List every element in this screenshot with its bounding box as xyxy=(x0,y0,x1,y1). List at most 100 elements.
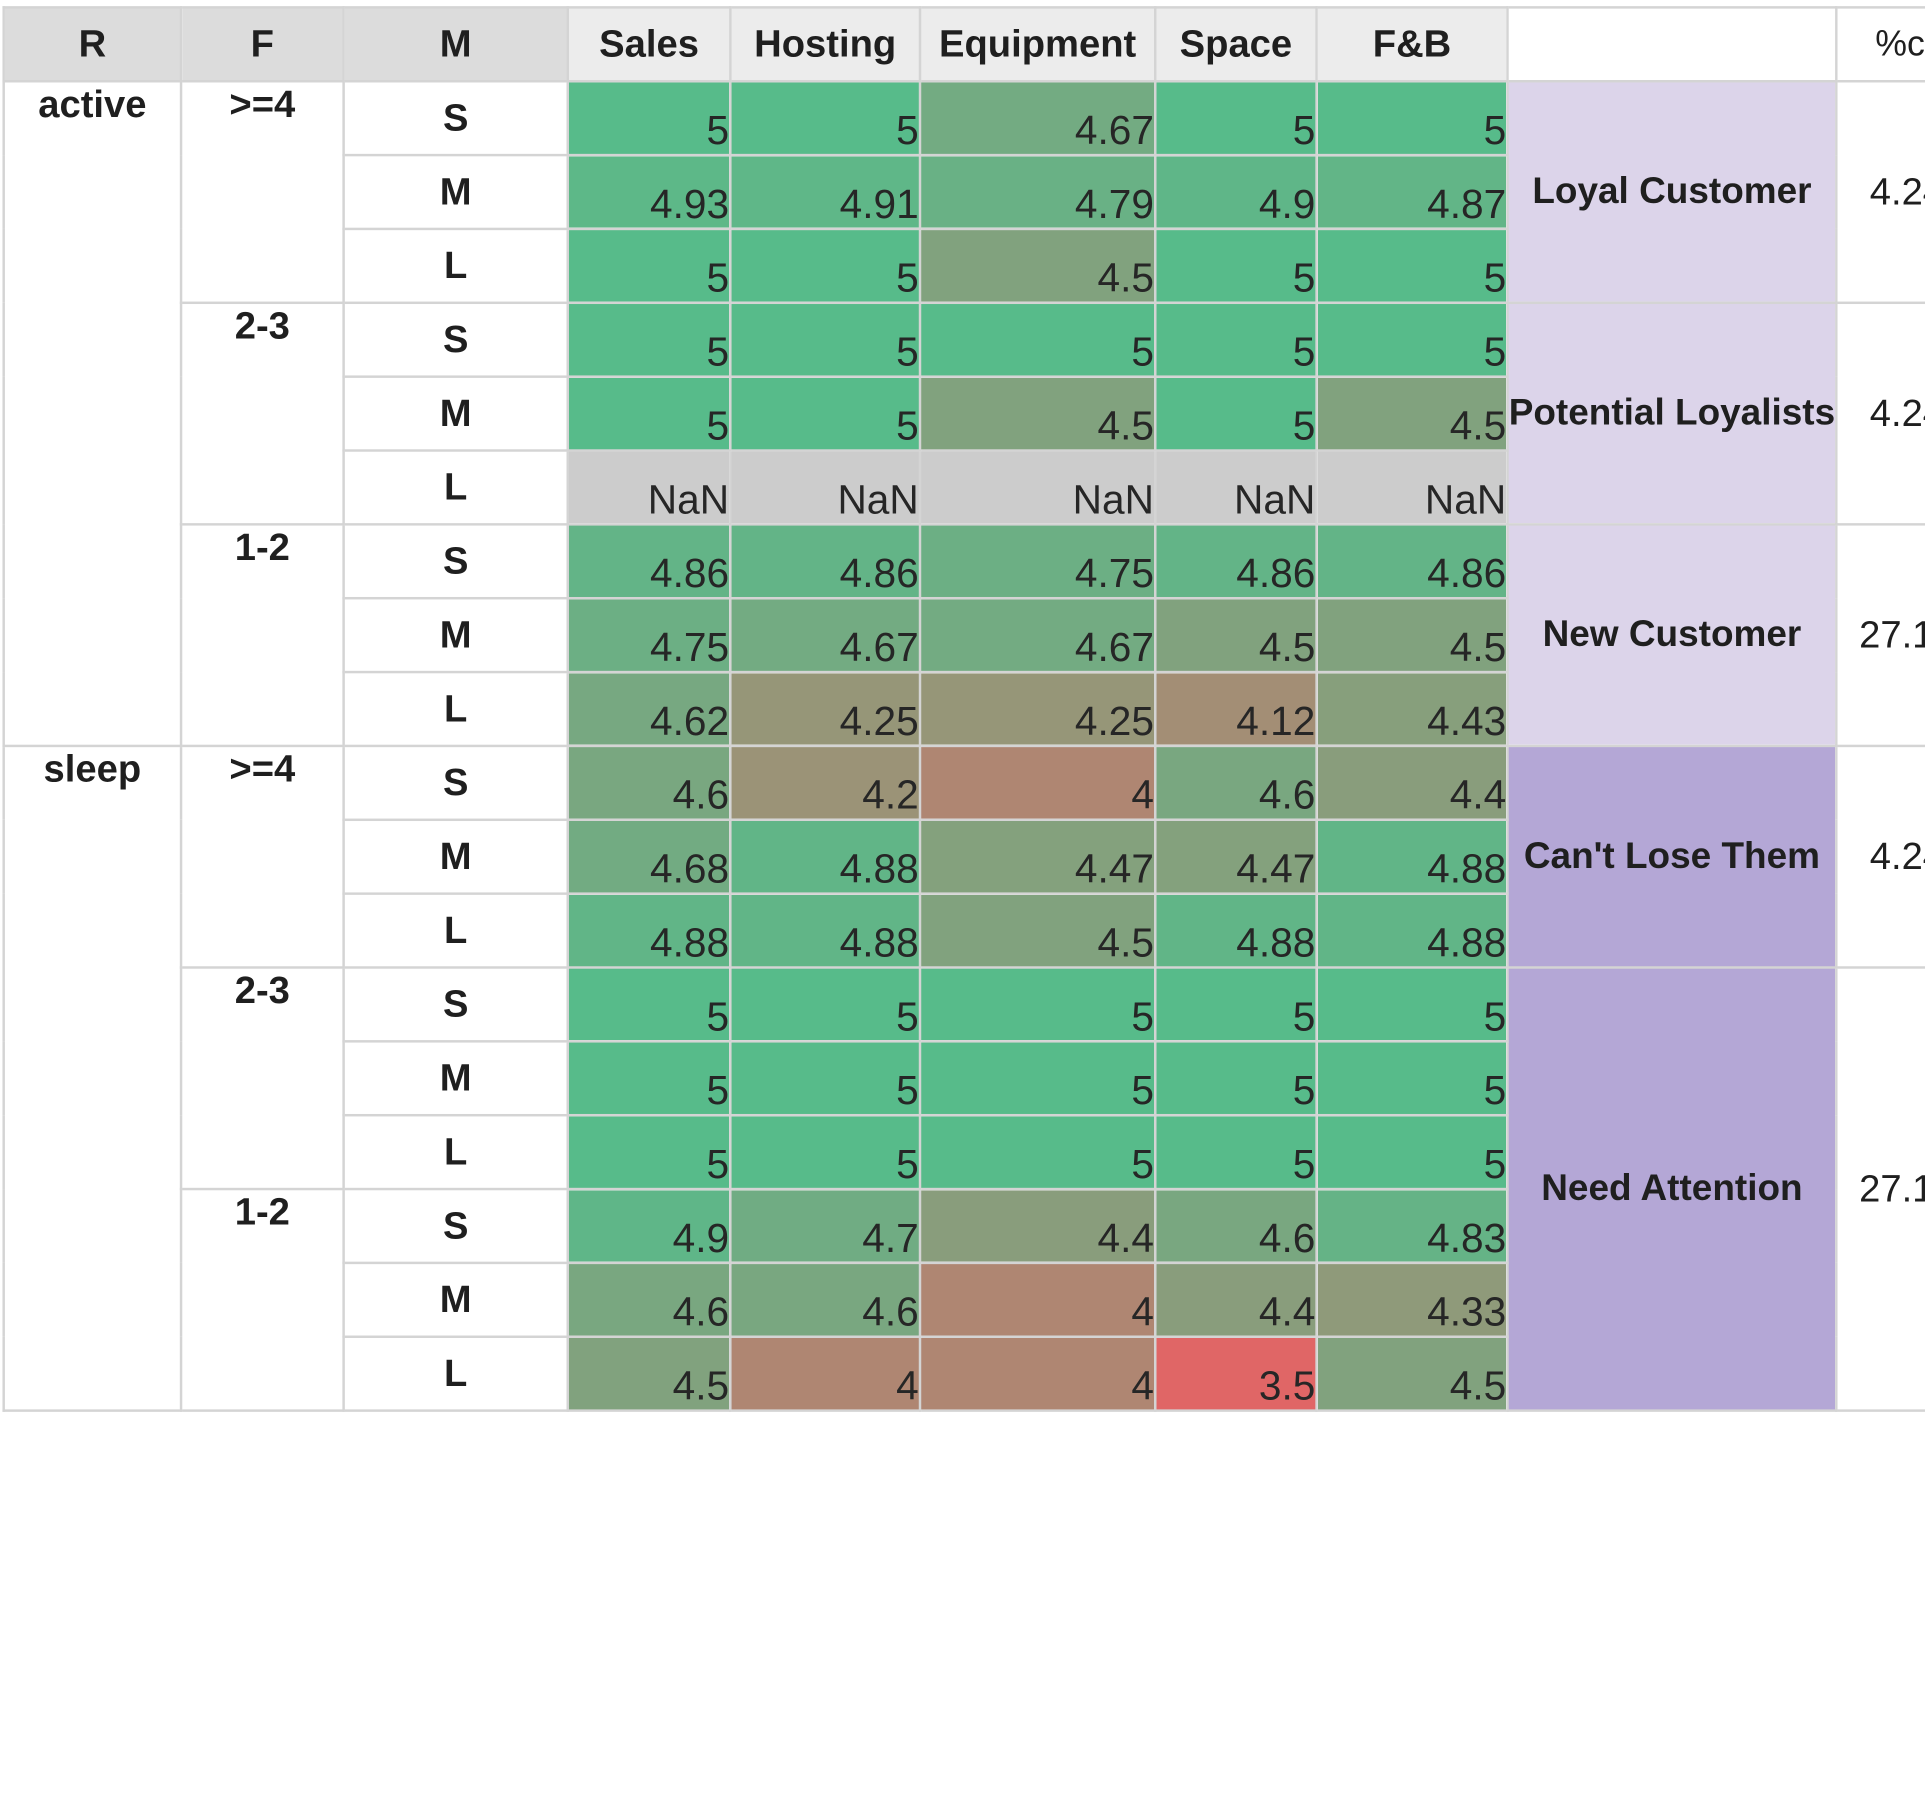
monetary-label: L xyxy=(342,449,569,526)
table-row: sleep >=4 S 4.6 4.2 4 4.6 4.4 Can't Lose Them 4.2… xyxy=(2,744,1925,1412)
heatmap-cell: 5 xyxy=(1154,375,1318,452)
heatmap-cell: 5 xyxy=(729,80,922,157)
segment-label: Can't Lose Them xyxy=(1506,744,1838,969)
table-row: L 4.5 4 4 3.5 4.5 xyxy=(4,1335,1925,1412)
header-hosting: Hosting xyxy=(729,6,922,83)
heatmap-cell: 4.88 xyxy=(729,818,922,895)
heatmap-cell: 5 xyxy=(918,966,1157,1043)
heatmap-cell: 5 xyxy=(729,227,922,305)
heatmap-cell: 4 xyxy=(918,1261,1157,1338)
table-row: M 4.93 4.91 4.79 4.9 4.87 xyxy=(4,153,1925,231)
table-row: 1-2 S 4.9 4.7 4.4 4.6 4.83 xyxy=(4,1187,1925,1412)
heatmap-cell: 4.75 xyxy=(566,596,732,674)
heatmap-cell: 4.88 xyxy=(1154,892,1318,969)
table-row: L 4.62 4.25 4.25 4.12 4.43 xyxy=(4,670,1925,748)
header-equipment: Equipment xyxy=(918,6,1157,83)
heatmap-cell: 4.5 xyxy=(566,1335,732,1412)
heatmap-cell: 4.47 xyxy=(918,818,1157,895)
heatmap-cell: 5 xyxy=(1315,80,1509,157)
header-f: F xyxy=(179,6,345,83)
heatmap-cell: 4.33 xyxy=(1315,1261,1509,1338)
heatmap-cell: 5 xyxy=(1315,966,1509,1043)
heatmap-cell: 4.5 xyxy=(918,227,1157,305)
frequency-label: >=4 xyxy=(179,80,345,305)
monetary-label: S xyxy=(342,301,569,378)
monetary-label: S xyxy=(342,80,569,157)
heatmap-cell: 5 xyxy=(1154,1040,1318,1117)
heatmap-cell: 4.67 xyxy=(729,596,922,674)
monetary-label: M xyxy=(342,596,569,674)
heatmap-cell: 4.67 xyxy=(918,596,1157,674)
heatmap-cell: 4.68 xyxy=(566,818,732,895)
heatmap-cell: 4.5 xyxy=(1315,375,1509,452)
recency-label: active xyxy=(2,80,183,748)
heatmap-cell: 4.6 xyxy=(729,1261,922,1338)
heatmap-cell: NaN xyxy=(566,449,732,526)
heatmap-cell: 4.4 xyxy=(1154,1261,1318,1338)
heatmap-cell: 5 xyxy=(1315,301,1509,378)
heatmap-cell: 4.25 xyxy=(729,670,922,748)
table-row: L 5 5 4.5 5 5 xyxy=(4,227,1925,305)
heatmap-cell: 4.47 xyxy=(1154,818,1318,895)
monetary-label: L xyxy=(342,227,569,305)
monetary-label: S xyxy=(342,1187,569,1265)
segment-percent: 4.24% xyxy=(1835,80,1925,305)
heatmap-cell: 4.87 xyxy=(1315,153,1509,231)
frequency-label: >=4 xyxy=(179,744,345,969)
heatmap-cell: 5 xyxy=(566,375,732,452)
heatmap-cell: 4.86 xyxy=(729,523,922,600)
heatmap-cell: 5 xyxy=(566,1040,732,1117)
monetary-label: S xyxy=(342,523,569,600)
monetary-label: S xyxy=(342,744,569,822)
heatmap-cell: 4.88 xyxy=(729,892,922,969)
header-space: Space xyxy=(1154,6,1318,83)
table-row: M 4.6 4.6 4 4.4 4.33 xyxy=(4,1261,1925,1338)
heatmap-cell: 5 xyxy=(918,1113,1157,1191)
heatmap-cell: 5 xyxy=(729,375,922,452)
heatmap-cell: 5 xyxy=(918,301,1157,378)
heatmap-cell: 5 xyxy=(729,1113,922,1191)
heatmap-cell: 5 xyxy=(729,966,922,1043)
frequency-label: 2-3 xyxy=(179,966,345,1191)
heatmap-cell: 5 xyxy=(1315,1040,1509,1117)
heatmap-cell: 4.5 xyxy=(918,375,1157,452)
segment-percent: 4.24% xyxy=(1835,301,1925,526)
monetary-label: M xyxy=(342,1040,569,1117)
heatmap-cell: 4.43 xyxy=(1315,670,1509,748)
heatmap-cell: 4.9 xyxy=(566,1187,732,1265)
segment-label: Need Attention xyxy=(1506,966,1838,1412)
heatmap-cell: 5 xyxy=(566,301,732,378)
heatmap-cell: 5 xyxy=(566,1113,732,1191)
segment-percent: 4.24% xyxy=(1835,744,1925,969)
heatmap-cell: 4.5 xyxy=(1315,1335,1509,1412)
heatmap-cell: 4.83 xyxy=(1315,1187,1509,1265)
segment-percent: 27.12% xyxy=(1835,523,1925,748)
heatmap-cell: 4.93 xyxy=(566,153,732,231)
table-row: M 5 5 4.5 5 4.5 xyxy=(4,375,1925,452)
segment-label: Potential Loyalists xyxy=(1506,301,1838,526)
heatmap-cell: 4.62 xyxy=(566,670,732,748)
heatmap-cell: 4 xyxy=(918,744,1157,822)
monetary-label: S xyxy=(342,966,569,1043)
table-row: L 4.88 4.88 4.5 4.88 4.88 xyxy=(4,892,1925,969)
heatmap-cell: 5 xyxy=(729,301,922,378)
header-fnb: F&B xyxy=(1315,6,1509,83)
heatmap-cell: 5 xyxy=(1315,227,1509,305)
monetary-label: M xyxy=(342,818,569,895)
monetary-label: M xyxy=(342,153,569,231)
heatmap-cell: 4.88 xyxy=(566,892,732,969)
heatmap-cell: NaN xyxy=(918,449,1157,526)
heatmap-cell: 4.5 xyxy=(918,892,1157,969)
frequency-label: 1-2 xyxy=(179,523,345,748)
monetary-label: M xyxy=(342,1261,569,1338)
heatmap-cell: 4.25 xyxy=(918,670,1157,748)
monetary-label: L xyxy=(342,1335,569,1412)
heatmap-cell: 5 xyxy=(566,966,732,1043)
rfm-heatmap-table: R F M Sales Hosting Equipment Space F&B … xyxy=(2,6,1925,1412)
heatmap-cell: 5 xyxy=(729,1040,922,1117)
